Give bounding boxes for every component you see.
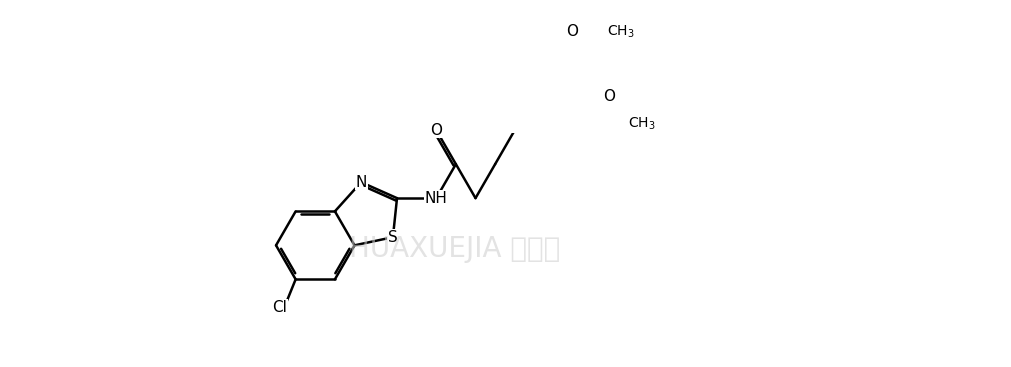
- Text: CH$_3$: CH$_3$: [629, 115, 656, 131]
- Text: O: O: [603, 89, 615, 103]
- Text: CH$_3$: CH$_3$: [607, 23, 635, 40]
- Text: NH: NH: [425, 190, 448, 206]
- Text: S: S: [388, 230, 397, 245]
- Text: HUAXUEJIA 化学加: HUAXUEJIA 化学加: [349, 236, 560, 264]
- Text: O: O: [430, 123, 442, 138]
- Text: Cl: Cl: [272, 300, 287, 315]
- Text: N: N: [356, 175, 367, 190]
- Text: O: O: [566, 24, 577, 39]
